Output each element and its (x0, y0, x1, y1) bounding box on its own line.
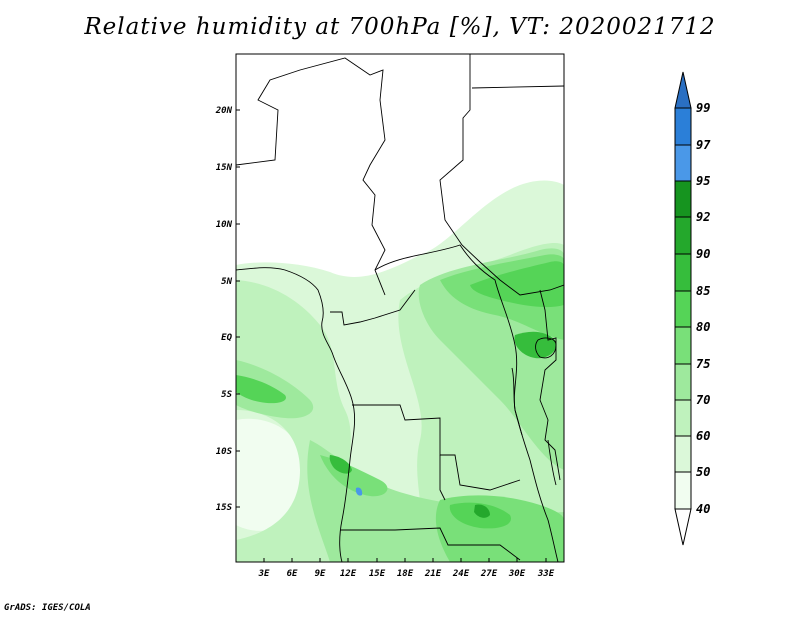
map-frame (235, 53, 565, 563)
latitude-axis: 20N 15N 10N 5N EQ 5S 10S 15S (215, 106, 240, 513)
colorbar-segment (674, 107, 692, 146)
colorbar-label: 99 (696, 101, 710, 115)
humidity-area-95 (355, 487, 363, 496)
colorbar-label: 85 (696, 284, 710, 298)
border-east-top (471, 85, 564, 89)
border-north (439, 54, 564, 296)
colorbar-segment (674, 363, 692, 401)
lat-label: 10S (216, 447, 233, 457)
border-sahel (236, 57, 386, 296)
humidity-area-80 (470, 261, 564, 308)
lon-label: 33E (537, 569, 555, 579)
lon-label: 21E (424, 569, 442, 579)
lat-label: 20N (215, 106, 233, 116)
humidity-area-40 (236, 418, 304, 531)
lat-label: 10N (216, 220, 233, 230)
colorbar-segment (674, 253, 692, 292)
colorbar-segment (674, 435, 692, 473)
colorbar-label: 40 (696, 502, 710, 516)
lat-label: 5N (221, 277, 232, 287)
lake-victoria-outline (535, 337, 557, 359)
colorbar-label: 60 (696, 429, 710, 443)
humidity-area-90 (474, 504, 490, 518)
lon-label: 30E (508, 569, 526, 579)
humidity-area-80b (236, 375, 286, 404)
colorbar-label: 75 (696, 357, 710, 371)
colorbar-label: 92 (696, 210, 710, 224)
lon-label: 24E (452, 569, 470, 579)
colorbar-segment (674, 471, 692, 510)
lon-label: 9E (315, 569, 326, 579)
longitude-axis: 3E 6E 9E 12E 15E 18E 21E 24E 27E 30E 33E (258, 558, 555, 579)
colorbar-label: 95 (696, 174, 710, 188)
humidity-area-85b (329, 455, 352, 474)
lon-label: 15E (369, 569, 386, 579)
border-central-african (374, 244, 516, 346)
border-congo-west (330, 289, 416, 326)
colorbar-label: 90 (696, 247, 710, 261)
colorbar-label: 70 (696, 393, 710, 407)
lat-label: EQ (221, 333, 232, 343)
lon-label: 6E (287, 569, 298, 579)
colorbar-segment (674, 144, 692, 182)
colorbar-segment (674, 290, 692, 328)
colorbar-legend: 99 97 95 92 90 85 80 75 70 60 50 40 (674, 71, 711, 546)
coastline-gulf-of-guinea (236, 267, 355, 562)
map-title: Relative humidity at 700hPa [%], VT: 202… (84, 14, 716, 40)
lake-malawi-outline (547, 439, 557, 486)
colorbar-top-arrow (674, 71, 692, 109)
lat-label: 15N (216, 163, 233, 173)
colorbar-label: 97 (696, 138, 711, 152)
lat-label: 15S (216, 503, 233, 513)
footer-credit: GrADS: IGES/COLA (4, 603, 91, 613)
lon-label: 12E (340, 569, 357, 579)
country-borders (236, 54, 564, 562)
colorbar-segment (674, 180, 692, 218)
border-rift (513, 344, 559, 562)
border-angola-zambia (439, 455, 446, 501)
humidity-field (236, 180, 564, 562)
colorbar-segment (674, 216, 692, 255)
colorbar-bottom-arrow (674, 508, 692, 546)
colorbar-segment (674, 399, 692, 437)
colorbar-segment (674, 326, 692, 365)
colorbar-label: 50 (696, 465, 710, 479)
border-angola-south (340, 527, 521, 561)
colorbar-label: 80 (696, 320, 710, 334)
lake-tanganyika-outline (511, 367, 523, 436)
lon-label: 18E (397, 569, 414, 579)
lon-label: 27E (480, 569, 498, 579)
lon-label: 3E (258, 569, 270, 579)
lat-label: 5S (221, 390, 232, 400)
